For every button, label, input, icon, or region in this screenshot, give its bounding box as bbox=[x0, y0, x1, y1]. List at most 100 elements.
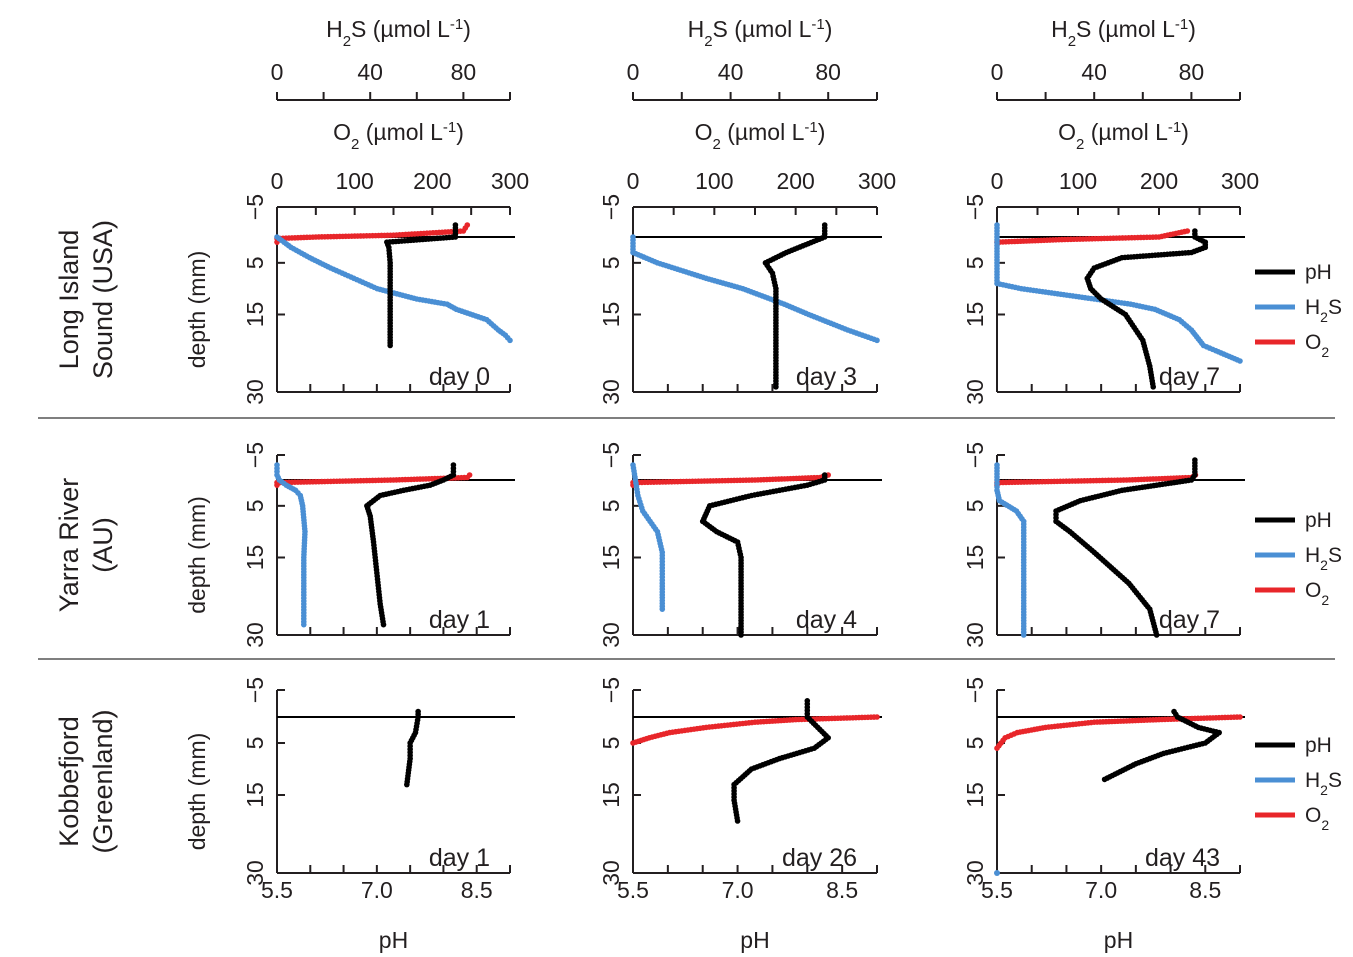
legend-label: pH bbox=[1305, 509, 1332, 532]
ph-point bbox=[380, 621, 387, 628]
row-label-group: Yarra River (AU) bbox=[54, 478, 118, 613]
h2s-point bbox=[994, 870, 1000, 876]
depth-tick-label: 30 bbox=[598, 860, 624, 886]
panel: −5 5 15 305.5 7.0 8.5 pH day 26 bbox=[598, 677, 882, 953]
depth-axis-title: depth (mm) bbox=[184, 733, 210, 851]
o2-point bbox=[994, 745, 1000, 751]
o2-tick-label: 100 bbox=[695, 168, 733, 194]
o2-tick-label: 0 bbox=[271, 168, 284, 194]
o2-tick-label: 300 bbox=[1221, 168, 1259, 194]
h2s-tick-label: 80 bbox=[451, 59, 477, 85]
depth-tick-label: 5 bbox=[242, 737, 268, 750]
row-label: Kobbefjord bbox=[54, 716, 84, 847]
depth-tick-label: 5 bbox=[962, 499, 988, 512]
ph-point bbox=[1101, 776, 1108, 783]
depth-tick-label: 15 bbox=[242, 302, 268, 328]
depth-tick-label: −5 bbox=[962, 442, 988, 468]
ph-point bbox=[1150, 384, 1157, 390]
legend-label: pH bbox=[1305, 734, 1332, 757]
depth-tick-label: 30 bbox=[962, 622, 988, 648]
legend-label: H2S bbox=[1305, 544, 1342, 573]
depth-tick-label: 30 bbox=[962, 860, 988, 886]
o2-tick-label: 200 bbox=[776, 168, 814, 194]
h2s-point bbox=[874, 337, 880, 344]
h2s-tick-label: 0 bbox=[627, 59, 640, 85]
panel: depth (mm) −5 5 15 30 day 1 bbox=[184, 442, 515, 648]
depth-tick-label: 15 bbox=[598, 782, 624, 808]
day-label: day 7 bbox=[1159, 606, 1220, 634]
panel: depth (mm) −5 5 15 305.5 7.0 8.5 pH day 1 bbox=[184, 677, 515, 953]
depth-tick-label: −5 bbox=[242, 194, 268, 220]
o2-point bbox=[630, 740, 636, 746]
o2-tick-label: 0 bbox=[627, 168, 640, 194]
o2-tick-label: 200 bbox=[413, 168, 451, 194]
depth-tick-label: −5 bbox=[242, 677, 268, 703]
depth-tick-label: 30 bbox=[962, 379, 988, 405]
ph-axis-title: pH bbox=[379, 927, 408, 953]
panel: −5 5 15 30 day 7 bbox=[962, 194, 1245, 405]
panel: depth (mm) −5 5 15 30 day 0 bbox=[184, 194, 515, 405]
depth-tick-label: 15 bbox=[962, 782, 988, 808]
ph-tick-label: 8.5 bbox=[461, 877, 493, 903]
row-label-group: Kobbefjord (Greenland) bbox=[54, 709, 118, 853]
depth-tick-label: 15 bbox=[242, 545, 268, 571]
legend: pH H2S O2 bbox=[1255, 734, 1342, 833]
ph-tick-label: 7.0 bbox=[361, 877, 393, 903]
h2s-tick-label: 40 bbox=[357, 59, 383, 85]
h2s-point bbox=[300, 621, 307, 628]
day-label: day 4 bbox=[796, 606, 857, 634]
ph-axis-title: pH bbox=[740, 927, 769, 953]
depth-tick-label: 30 bbox=[598, 622, 624, 648]
o2-point bbox=[274, 482, 280, 488]
depth-tick-label: 15 bbox=[598, 545, 624, 571]
depth-tick-label: 15 bbox=[962, 302, 988, 328]
h2s-point bbox=[507, 337, 513, 344]
o2-tick-label: 100 bbox=[335, 168, 373, 194]
h2s-tick-label: 40 bbox=[718, 59, 744, 85]
depth-tick-label: 15 bbox=[598, 302, 624, 328]
panel: −5 5 15 30 day 7 bbox=[962, 442, 1245, 648]
legend-label: O2 bbox=[1305, 579, 1329, 608]
depth-tick-label: 30 bbox=[598, 379, 624, 405]
ph-tick-label: 7.0 bbox=[1085, 877, 1117, 903]
depth-tick-label: 15 bbox=[242, 782, 268, 808]
row-label-group: Long Island Sound (USA) bbox=[54, 220, 118, 379]
ph-tick-label: 8.5 bbox=[1189, 877, 1221, 903]
ph-tick-label: 5.5 bbox=[617, 877, 649, 903]
legend-label: pH bbox=[1305, 261, 1332, 284]
h2s-axis-title: H2S (µmol L-1) bbox=[326, 16, 471, 50]
depth-tick-label: −5 bbox=[962, 677, 988, 703]
depth-axis-title: depth (mm) bbox=[184, 251, 210, 369]
o2-axis-title: O2 (µmol L-1) bbox=[333, 119, 464, 153]
o2-tick-label: 300 bbox=[491, 168, 529, 194]
row-label: Sound (USA) bbox=[88, 220, 118, 379]
ph-point bbox=[734, 818, 741, 824]
o2-tick-label: 300 bbox=[858, 168, 896, 194]
day-label: day 1 bbox=[429, 606, 490, 634]
row-label: (Greenland) bbox=[88, 709, 118, 853]
ph-point bbox=[773, 384, 779, 390]
depth-tick-label: 5 bbox=[598, 256, 624, 269]
h2s-point bbox=[1237, 358, 1243, 364]
ph-point bbox=[387, 342, 393, 349]
h2s-tick-label: 0 bbox=[991, 59, 1004, 85]
row-label: Yarra River bbox=[54, 478, 84, 613]
ph-tick-label: 7.0 bbox=[722, 877, 754, 903]
legend-label: O2 bbox=[1305, 804, 1329, 833]
ph-point bbox=[404, 781, 410, 788]
ph-point bbox=[1153, 632, 1160, 638]
depth-tick-label: 30 bbox=[242, 622, 268, 648]
depth-tick-label: 5 bbox=[962, 256, 988, 269]
row-label: (AU) bbox=[88, 517, 118, 573]
ph-point bbox=[738, 632, 744, 638]
depth-tick-label: 5 bbox=[242, 256, 268, 269]
o2-tick-label: 100 bbox=[1059, 168, 1097, 194]
day-label: day 43 bbox=[1145, 844, 1220, 872]
depth-tick-label: 30 bbox=[242, 379, 268, 405]
panel: −5 5 15 305.5 7.0 8.5 pH day 43 bbox=[962, 677, 1245, 953]
day-label: day 7 bbox=[1159, 363, 1220, 391]
h2s-axis-title: H2S (µmol L-1) bbox=[688, 16, 833, 50]
depth-tick-label: 5 bbox=[242, 499, 268, 512]
depth-tick-label: −5 bbox=[962, 194, 988, 220]
